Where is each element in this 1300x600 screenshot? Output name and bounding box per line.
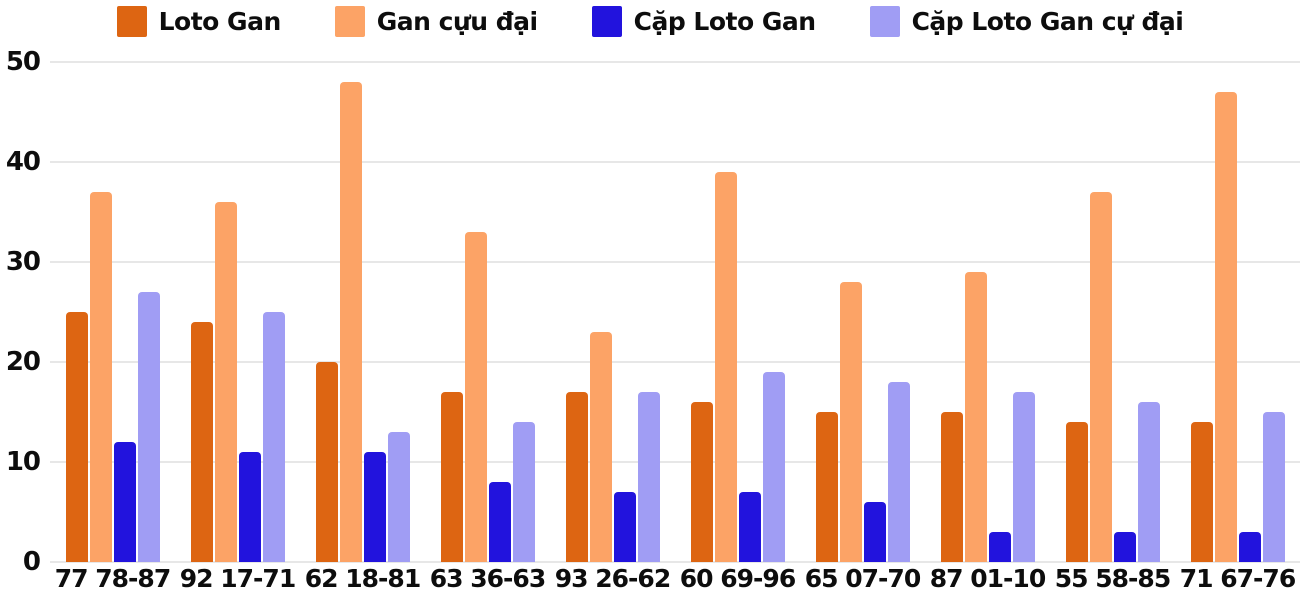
bar-loto-gan[interactable] — [65, 312, 88, 562]
bar-group-8 — [1050, 62, 1175, 562]
x-axis-category-label: 87 01-10 — [929, 564, 1046, 593]
y-axis-tick-label: 0 — [22, 547, 41, 577]
gridline — [50, 261, 1300, 263]
legend-label: Gan cựu đại — [376, 7, 538, 36]
plot-area — [50, 61, 1300, 563]
bar-c-p-loto-gan-c-i[interactable] — [637, 392, 660, 562]
bar-group-1 — [175, 62, 300, 562]
x-axis: 77 78-87 92 17-71 62 18-81 63 36-63 93 26-62… — [50, 564, 1300, 593]
y-axis-tick-label: 40 — [5, 147, 41, 177]
bar-c-p-loto-gan-c-i[interactable] — [137, 292, 160, 562]
bar-loto-gan[interactable] — [690, 402, 713, 562]
legend-swatch-icon — [591, 6, 622, 37]
bar-c-p-loto-gan[interactable] — [113, 442, 136, 562]
bar-loto-gan[interactable] — [1190, 422, 1213, 562]
bar-gan-c-u-i[interactable] — [214, 202, 237, 562]
bar-c-p-loto-gan-c-i[interactable] — [387, 432, 410, 562]
gridline — [50, 461, 1300, 463]
bar-c-p-loto-gan[interactable] — [488, 482, 511, 562]
bar-c-p-loto-gan-c-i[interactable] — [1012, 392, 1035, 562]
chart-legend: Loto Gan Gan cựu đại Cặp Loto Gan Cặp Loto … — [0, 6, 1300, 37]
x-axis-category-label: 62 18-81 — [304, 564, 421, 593]
x-axis-category-label: 93 26-62 — [554, 564, 671, 593]
bar-gan-c-u-i[interactable] — [714, 172, 737, 562]
x-axis-category-label: 55 58-85 — [1054, 564, 1171, 593]
legend-swatch-icon — [334, 6, 365, 37]
bar-group-7 — [925, 62, 1050, 562]
bar-gan-c-u-i[interactable] — [964, 272, 987, 562]
gridline — [50, 361, 1300, 363]
bar-gan-c-u-i[interactable] — [1089, 192, 1112, 562]
x-axis-category-label: 60 69-96 — [679, 564, 796, 593]
bar-group-5 — [675, 62, 800, 562]
legend-item-series-1[interactable]: Gan cựu đại — [334, 6, 538, 37]
bar-group-3 — [425, 62, 550, 562]
bar-group-2 — [300, 62, 425, 562]
bar-c-p-loto-gan[interactable] — [613, 492, 636, 562]
bar-loto-gan[interactable] — [815, 412, 838, 562]
bar-group-6 — [800, 62, 925, 562]
bar-group-9 — [1175, 62, 1300, 562]
bar-c-p-loto-gan-c-i[interactable] — [762, 372, 785, 562]
legend-label: Cặp Loto Gan cự đại — [911, 7, 1184, 36]
bar-loto-gan[interactable] — [1065, 422, 1088, 562]
x-axis-category-label: 92 17-71 — [179, 564, 296, 593]
bar-c-p-loto-gan[interactable] — [988, 532, 1011, 562]
bar-c-p-loto-gan[interactable] — [238, 452, 261, 562]
legend-item-series-0[interactable]: Loto Gan — [116, 6, 282, 37]
bar-loto-gan[interactable] — [315, 362, 338, 562]
bar-gan-c-u-i[interactable] — [589, 332, 612, 562]
bar-loto-gan[interactable] — [565, 392, 588, 562]
x-axis-category-label: 63 36-63 — [429, 564, 546, 593]
bar-c-p-loto-gan[interactable] — [738, 492, 761, 562]
y-axis-tick-label: 20 — [5, 347, 41, 377]
legend-swatch-icon — [116, 6, 147, 37]
legend-swatch-icon — [869, 6, 900, 37]
legend-item-series-2[interactable]: Cặp Loto Gan — [591, 6, 816, 37]
bar-c-p-loto-gan[interactable] — [1238, 532, 1261, 562]
bar-c-p-loto-gan-c-i[interactable] — [887, 382, 910, 562]
bar-c-p-loto-gan-c-i[interactable] — [1137, 402, 1160, 562]
bar-c-p-loto-gan-c-i[interactable] — [262, 312, 285, 562]
gridline — [50, 161, 1300, 163]
y-axis-tick-label: 50 — [5, 47, 41, 77]
y-axis-tick-label: 30 — [5, 247, 41, 277]
y-axis-tick-label: 10 — [5, 447, 41, 477]
bar-c-p-loto-gan[interactable] — [863, 502, 886, 562]
bar-loto-gan[interactable] — [940, 412, 963, 562]
bar-loto-gan[interactable] — [190, 322, 213, 562]
bar-gan-c-u-i[interactable] — [464, 232, 487, 562]
x-axis-category-label: 65 07-70 — [804, 564, 921, 593]
gridline — [50, 61, 1300, 63]
bar-gan-c-u-i[interactable] — [89, 192, 112, 562]
bar-c-p-loto-gan[interactable] — [363, 452, 386, 562]
bar-c-p-loto-gan-c-i[interactable] — [1262, 412, 1285, 562]
gridline — [50, 561, 1300, 563]
bar-loto-gan[interactable] — [440, 392, 463, 562]
bar-groups — [50, 62, 1300, 562]
bar-group-4 — [550, 62, 675, 562]
x-axis-category-label: 71 67-76 — [1179, 564, 1296, 593]
bar-gan-c-u-i[interactable] — [339, 82, 362, 562]
bar-group-0 — [50, 62, 175, 562]
y-axis: 0 10 20 30 40 50 — [0, 49, 41, 575]
legend-label: Cặp Loto Gan — [633, 7, 816, 36]
legend-item-series-3[interactable]: Cặp Loto Gan cự đại — [869, 6, 1184, 37]
x-axis-category-label: 77 78-87 — [54, 564, 171, 593]
legend-label: Loto Gan — [158, 7, 282, 36]
bar-gan-c-u-i[interactable] — [839, 282, 862, 562]
bar-c-p-loto-gan[interactable] — [1113, 532, 1136, 562]
bar-gan-c-u-i[interactable] — [1214, 92, 1237, 562]
bar-c-p-loto-gan-c-i[interactable] — [512, 422, 535, 562]
